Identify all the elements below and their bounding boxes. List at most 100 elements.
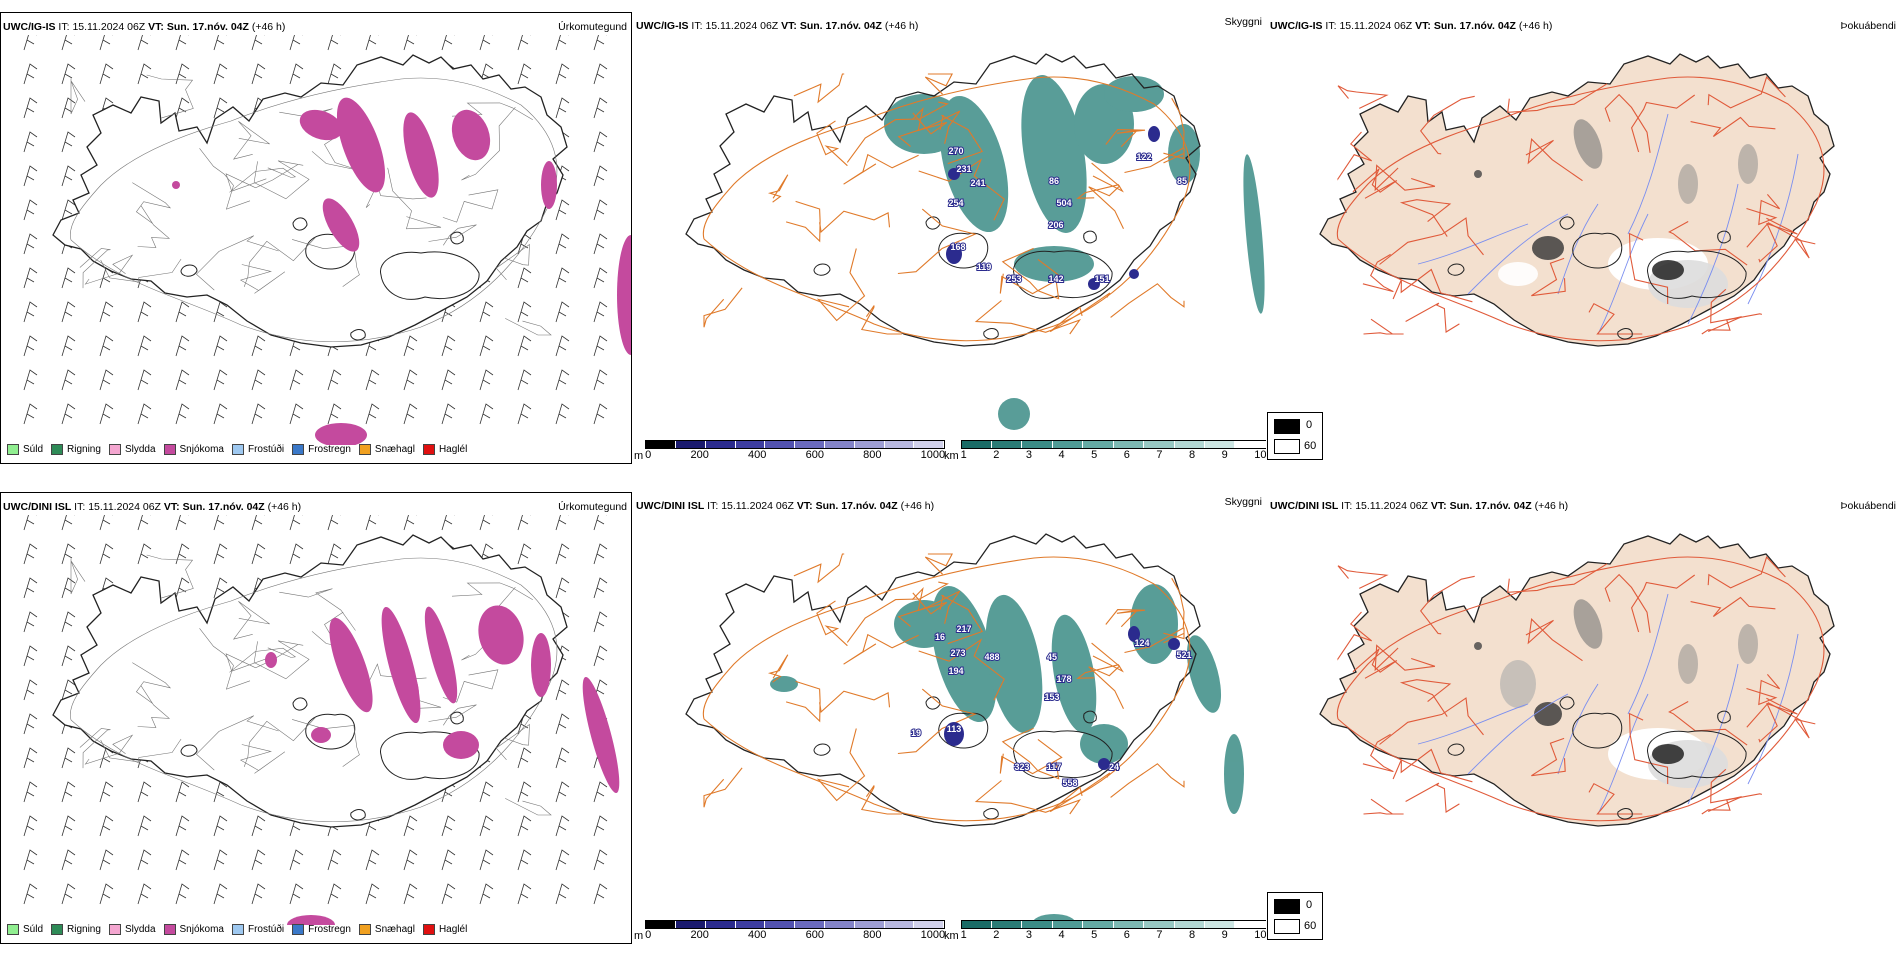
colorbar-tick: 200: [690, 449, 709, 461]
vt-label: VT:: [1415, 20, 1431, 32]
iceland-land: [1319, 53, 1835, 347]
cloudbase-value-label: 122: [1136, 152, 1151, 162]
cloudbase-value-label: 504: [1056, 198, 1071, 208]
legend-item: Rigning: [51, 444, 101, 455]
model-row-1: UWC/IG-IS IT: 15.11.2024 06Z VT: Sun. 17…: [0, 12, 1900, 482]
colorbar-tick: 2: [993, 449, 1000, 461]
colorbar-tick: 1: [960, 929, 967, 941]
colorbar-tick: 400: [748, 929, 767, 941]
visibility-panel: UWC/IG-IS IT: 15.11.2024 06Z VT: Sun. 17…: [634, 12, 1266, 464]
legend-swatch: [51, 924, 64, 935]
panel-title: Úrkomutegund: [558, 21, 627, 33]
panel-title: Skyggni: [1224, 496, 1262, 508]
colorbar-step: [735, 441, 766, 448]
colorbar-step: [675, 921, 706, 928]
model-name: UWC/DINI ISL: [636, 500, 705, 512]
legend-swatch: [292, 924, 305, 935]
colorbar-tick: 9: [1221, 929, 1228, 941]
cloudbase-value-label: 124: [1134, 638, 1149, 648]
precip-type-legend: Súld Rigning Slydda Snjókoma Frostúði Frostre…: [7, 924, 467, 935]
colorbar-tick: 8: [1189, 929, 1196, 941]
colorbar-step: [765, 441, 796, 448]
colorbar-tick: 8: [1189, 449, 1196, 461]
cloudbase-value-label: 217: [956, 624, 971, 634]
low-cloudbase-areas: [944, 626, 1180, 770]
colorbar-step: [1022, 441, 1053, 448]
low-cloudbase-areas: [946, 126, 1160, 290]
cloudbase-labels: 270 231 241 254 86 504 206 168 119 253 142 151 122 85: [947, 145, 1188, 285]
legend-item: Snæhagl: [358, 924, 415, 935]
legend-item: Snæhagl: [358, 444, 415, 455]
colorbar-step: [1174, 441, 1205, 448]
roads: [1336, 556, 1825, 822]
cloudbase-value-label: 19: [911, 728, 921, 738]
legend-item: Súld: [7, 924, 43, 935]
colorbar-step: [1022, 921, 1053, 928]
legend-label: Haglél: [438, 444, 468, 455]
legend-item: Frostúði: [231, 924, 284, 935]
legend-swatch: [163, 924, 176, 935]
colorbar-step: [884, 921, 915, 928]
colorbar-step: [765, 921, 796, 928]
legend-label: Snjókoma: [179, 444, 224, 455]
colorbar-step: [646, 441, 676, 448]
colorbar-step: [705, 921, 736, 928]
colorbar-tick: 3: [1025, 929, 1033, 941]
fog-legend-light-swatch: [1274, 439, 1300, 454]
glacier-outlines: [1447, 696, 1747, 820]
colorbar-step: [824, 441, 855, 448]
valid-time: Sun. 17.nóv. 04Z: [166, 21, 249, 33]
fog-legend-light-swatch: [1274, 919, 1300, 934]
colorbar-tick: 10: [1254, 449, 1266, 461]
colorbar-tick: 4: [1058, 929, 1065, 941]
init-time: 15.11.2024 06Z: [1355, 500, 1428, 512]
fog-legend-dark-swatch: [1274, 419, 1300, 434]
precip-type-panel: UWC/IG-IS IT: 15.11.2024 06Z VT: Sun. 17…: [0, 12, 632, 464]
cloudbase-value-label: 24: [1109, 762, 1119, 772]
cloudbase-value-label: 254: [948, 198, 963, 208]
fog-index-panel: UWC/IG-IS IT: 15.11.2024 06Z VT: Sun. 17…: [1268, 12, 1900, 464]
colorbar-tick: 9: [1221, 449, 1228, 461]
roads: [702, 73, 1191, 342]
legend-item: Frostregn: [292, 444, 351, 455]
fog-legend-dark-label: 0: [1306, 899, 1313, 911]
cloudbase-value-label: 178: [1056, 674, 1071, 684]
valid-time: Sun. 17.nóv. 04Z: [799, 20, 882, 32]
cloudbase-value-label: 488: [984, 652, 999, 662]
colorbar-step: [795, 921, 825, 928]
legend-label: Frostúði: [247, 444, 285, 455]
cloudbase-value-label: 323: [1014, 762, 1029, 772]
legend-swatch: [108, 444, 121, 455]
vt-label: VT:: [781, 20, 797, 32]
colorbar-unit: m: [634, 930, 644, 942]
colorbar-scale: [645, 920, 946, 929]
model-name: UWC/IG-IS: [1270, 20, 1323, 32]
snowfall-areas: [172, 97, 631, 445]
legend-swatch: [292, 444, 305, 455]
colorbar-step: [705, 441, 736, 448]
glacier-outlines: [813, 696, 1113, 820]
it-label: IT:: [58, 21, 70, 33]
colorbar-step: [1113, 441, 1145, 448]
colorbar-tick: 800: [863, 449, 882, 461]
panel-header: UWC/DINI ISL IT: 15.11.2024 06Z VT: Sun.…: [636, 500, 934, 512]
low-visibility-areas: [770, 584, 1244, 924]
init-time: 15.11.2024 06Z: [88, 501, 161, 513]
colorbar-tick: 1000: [920, 449, 946, 461]
iceland-land: [1319, 533, 1835, 827]
colorbar-scale: [960, 920, 1266, 929]
colorbar-step: [914, 441, 945, 448]
colorbar-step: [1204, 441, 1236, 448]
legend-item: Haglél: [422, 924, 468, 935]
snowfall-areas: [265, 605, 620, 925]
cloudbase-value-label: 151: [1094, 274, 1109, 284]
cloudbase-value-label: 558: [1062, 778, 1077, 788]
legend-label: Haglél: [438, 924, 468, 935]
visibility-panel: UWC/DINI ISL IT: 15.11.2024 06Z VT: Sun.…: [634, 492, 1266, 944]
colorbar-step: [992, 921, 1023, 928]
cloudbase-value-label: 86: [1049, 176, 1059, 186]
init-time: 15.11.2024 06Z: [72, 21, 146, 33]
legend-swatch: [7, 444, 19, 455]
colorbar-tick: 0: [645, 929, 652, 941]
